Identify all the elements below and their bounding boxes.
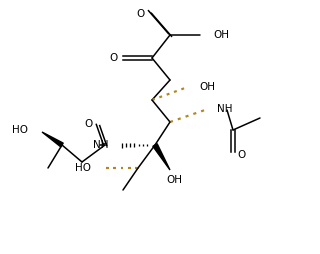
Polygon shape [42, 132, 63, 147]
Text: OH: OH [213, 30, 229, 40]
Text: HO: HO [75, 163, 91, 173]
Polygon shape [153, 144, 170, 170]
Text: NH: NH [217, 104, 233, 114]
Text: O: O [137, 9, 145, 19]
Text: O: O [237, 150, 245, 160]
Text: O: O [110, 53, 118, 63]
Text: OH: OH [166, 175, 182, 185]
Text: NH: NH [92, 140, 108, 150]
Text: HO: HO [12, 125, 28, 135]
Text: O: O [85, 119, 93, 129]
Text: OH: OH [199, 82, 215, 92]
